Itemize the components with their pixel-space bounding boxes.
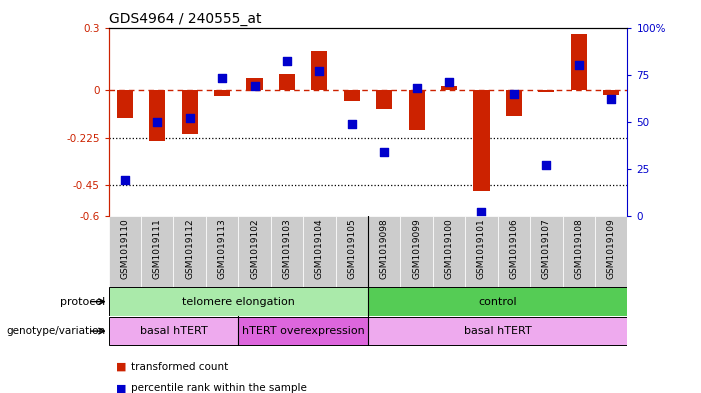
- Point: [249, 83, 260, 89]
- Bar: [473, 90, 489, 191]
- Text: ■: ■: [116, 383, 126, 393]
- Text: protocol: protocol: [60, 297, 105, 307]
- Point: [508, 90, 519, 97]
- Bar: [562, 216, 595, 287]
- Point: [411, 85, 422, 91]
- Text: GSM1019108: GSM1019108: [574, 218, 583, 279]
- Point: [281, 58, 292, 64]
- Bar: [271, 216, 303, 287]
- Text: GSM1019101: GSM1019101: [477, 218, 486, 279]
- Bar: [336, 216, 368, 287]
- Text: GSM1019099: GSM1019099: [412, 218, 421, 279]
- Text: GSM1019109: GSM1019109: [606, 218, 615, 279]
- Bar: [368, 216, 400, 287]
- Bar: [182, 90, 198, 134]
- Bar: [571, 34, 587, 90]
- Point: [346, 121, 358, 127]
- Bar: [117, 90, 133, 118]
- Bar: [149, 90, 165, 141]
- Bar: [376, 90, 393, 109]
- Bar: [530, 216, 562, 287]
- Text: hTERT overexpression: hTERT overexpression: [242, 326, 365, 336]
- Bar: [109, 216, 141, 287]
- Text: GSM1019105: GSM1019105: [347, 218, 356, 279]
- Point: [573, 62, 585, 68]
- Bar: [174, 216, 206, 287]
- Bar: [368, 317, 627, 345]
- Bar: [109, 287, 368, 316]
- Text: GSM1019103: GSM1019103: [283, 218, 292, 279]
- Text: GSM1019111: GSM1019111: [153, 218, 162, 279]
- Bar: [109, 317, 238, 345]
- Bar: [538, 90, 554, 92]
- Point: [476, 209, 487, 215]
- Text: transformed count: transformed count: [131, 362, 229, 371]
- Bar: [141, 216, 174, 287]
- Bar: [303, 216, 336, 287]
- Text: GSM1019113: GSM1019113: [217, 218, 226, 279]
- Bar: [279, 73, 295, 90]
- Point: [314, 68, 325, 74]
- Bar: [238, 317, 368, 345]
- Text: control: control: [478, 297, 517, 307]
- Bar: [409, 90, 425, 130]
- Text: basal hTERT: basal hTERT: [139, 326, 207, 336]
- Point: [151, 119, 163, 125]
- Bar: [506, 90, 522, 116]
- Text: GSM1019107: GSM1019107: [542, 218, 551, 279]
- Bar: [595, 216, 627, 287]
- Point: [217, 75, 228, 82]
- Bar: [311, 51, 327, 90]
- Text: ■: ■: [116, 362, 126, 371]
- Text: telomere elongation: telomere elongation: [182, 297, 295, 307]
- Text: GSM1019106: GSM1019106: [510, 218, 519, 279]
- Bar: [433, 216, 465, 287]
- Bar: [465, 216, 498, 287]
- Bar: [400, 216, 433, 287]
- Bar: [343, 90, 360, 101]
- Point: [184, 115, 196, 121]
- Point: [606, 96, 617, 102]
- Bar: [498, 216, 530, 287]
- Text: GSM1019112: GSM1019112: [185, 218, 194, 279]
- Point: [540, 162, 552, 168]
- Text: GSM1019100: GSM1019100: [444, 218, 454, 279]
- Bar: [238, 216, 271, 287]
- Bar: [247, 78, 263, 90]
- Bar: [214, 90, 230, 95]
- Text: GSM1019110: GSM1019110: [121, 218, 130, 279]
- Bar: [441, 86, 457, 90]
- Text: basal hTERT: basal hTERT: [464, 326, 531, 336]
- Bar: [603, 90, 619, 95]
- Text: GSM1019098: GSM1019098: [380, 218, 389, 279]
- Text: GDS4964 / 240555_at: GDS4964 / 240555_at: [109, 13, 261, 26]
- Point: [119, 177, 130, 184]
- Text: percentile rank within the sample: percentile rank within the sample: [131, 383, 307, 393]
- Text: GSM1019104: GSM1019104: [315, 218, 324, 279]
- Bar: [368, 287, 627, 316]
- Point: [444, 79, 455, 85]
- Bar: [206, 216, 238, 287]
- Text: genotype/variation: genotype/variation: [6, 326, 105, 336]
- Point: [379, 149, 390, 155]
- Text: GSM1019102: GSM1019102: [250, 218, 259, 279]
